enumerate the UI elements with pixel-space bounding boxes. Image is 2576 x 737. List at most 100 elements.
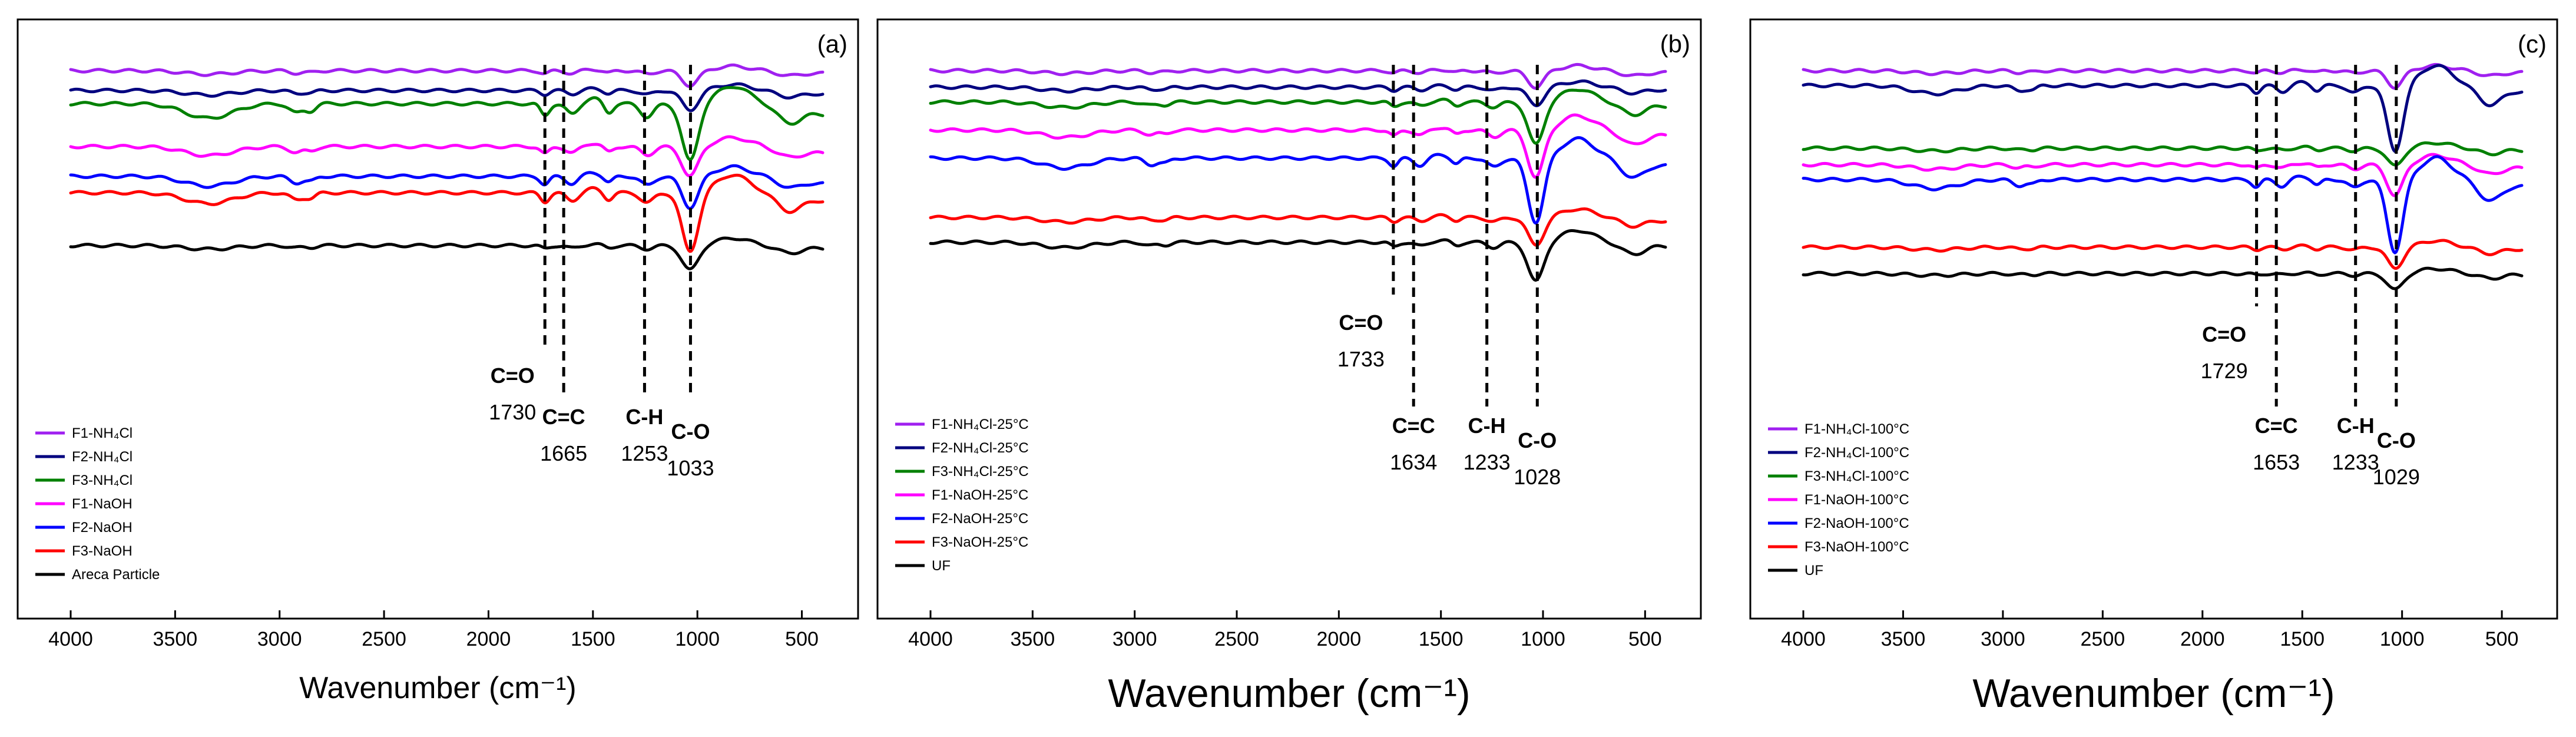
panel-c: 4000 3500 3000 2500 2000 1500 1000 500 Wavenumbe… [1749,18,2558,716]
series-line [1802,62,2524,90]
peak-value: 1233 [2332,450,2379,474]
legend-entry: F1-NH₄Cl-25°C [932,417,1029,432]
peak-label: C-H [2337,414,2375,438]
series-line [929,229,1667,282]
panel-label: (a) [817,30,847,58]
series-line [929,62,1667,90]
series-line [1802,153,2524,197]
plot-frame [876,18,1702,620]
x-tick-label: 2000 [2180,628,2225,650]
x-tick-label: 1000 [1521,628,1565,650]
legend-entry: F3-NH₄Cl [72,472,133,488]
x-tick-label: 1500 [571,628,615,650]
series-line [1802,64,2524,153]
legend-entry: F1-NaOH-25°C [932,487,1028,503]
x-tick-label: 3000 [257,628,302,650]
peak-label: C=O [491,363,535,388]
peak-value: 1028 [1514,465,1561,489]
peak-label: C-O [671,419,710,444]
legend-entry: F1-NH₄Cl-100°C [1804,421,1909,437]
x-tick-label: 3000 [1981,628,2025,650]
x-axis-title: Wavenumber (cm⁻¹) [299,671,576,705]
series-line [929,113,1667,179]
series-line [69,135,825,177]
x-tick-label: 1500 [2280,628,2325,650]
legend-entry: F1-NaOH [72,496,133,512]
peak-label: C=C [1392,414,1435,438]
x-tick-label: 2500 [2081,628,2125,650]
series-line [1802,266,2524,290]
peak-label: C=O [2202,322,2246,346]
series-line [69,173,825,253]
peak-label: C=C [2255,414,2298,438]
legend-entry: F1-NH₄Cl [72,425,133,441]
x-tick-label: 1000 [2380,628,2425,650]
x-tick-label: 4000 [1781,628,1826,650]
series-line [1802,141,2524,167]
legend-entry: F2-NH₄Cl-25°C [932,440,1029,456]
plot-frame [1749,18,2558,620]
series-line [69,164,825,210]
series-line [1802,155,2524,255]
legend-entry: F3-NaOH-100°C [1804,539,1909,555]
legend-entry: F2-NH₄Cl [72,449,133,465]
x-tick-label: 3500 [1011,628,1055,650]
x-tick-label: 500 [1628,628,1662,650]
panel-a: 4000 3500 3000 2500 2000 1500 1000 500 Wavenumbe… [16,18,859,705]
peak-value: 1233 [1464,450,1511,474]
peak-label: C-O [1518,428,1557,452]
panel-b: 4000 3500 3000 2500 2000 1500 1000 500 Wavenumbe… [876,18,1702,716]
series-line [929,88,1667,145]
peak-value: 1634 [1390,450,1437,474]
x-tick-label: 2000 [1317,628,1362,650]
peak-value: 1729 [2201,359,2248,383]
series-line [69,236,825,270]
series-line [929,207,1667,247]
plot-frame [16,18,859,620]
x-axis-title: Wavenumber (cm⁻¹) [1972,671,2335,716]
x-tick-label: 3000 [1112,628,1157,650]
legend-entry: F3-NaOH-25°C [932,534,1028,550]
legend-entry: F1-NaOH-100°C [1804,492,1909,508]
panel-label: (c) [2518,30,2547,58]
peak-value: 1253 [621,441,668,465]
peak-value: 1730 [489,400,536,424]
peak-value: 1665 [540,441,587,465]
legend-entry: F2-NH₄Cl-100°C [1804,445,1909,461]
x-axis-title: Wavenumber (cm⁻¹) [1108,671,1470,716]
legend-entry: F3-NH₄Cl-25°C [932,464,1029,480]
series-line [1802,239,2524,270]
legend-entry: F3-NH₄Cl-100°C [1804,468,1909,484]
x-tick-label: 3500 [153,628,198,650]
x-tick-label: 1000 [675,628,720,650]
x-tick-label: 3500 [1881,628,1926,650]
x-tick-label: 1500 [1419,628,1464,650]
peak-label: C-O [2377,428,2416,452]
legend-entry: F2-NaOH-100°C [1804,515,1909,531]
x-tick-label: 2000 [466,628,511,650]
series-line [69,63,825,88]
series-line [69,82,825,113]
x-tick-label: 2500 [362,628,406,650]
peak-value: 1029 [2373,465,2420,489]
x-tick-label: 4000 [908,628,953,650]
x-tick-label: 4000 [48,628,93,650]
legend-entry: UF [932,558,951,574]
x-tick-label: 500 [785,628,819,650]
peak-value: 1033 [667,456,714,480]
peak-label: C-H [625,405,663,429]
legend-entry: F3-NaOH [72,543,133,559]
legend-entry: Areca Particle [72,567,160,583]
peak-label: C-H [1468,414,1506,438]
x-tick-label: 2500 [1214,628,1259,650]
legend-entry: F2-NaOH-25°C [932,511,1028,527]
series-line [929,136,1667,225]
x-tick-label: 500 [2485,628,2519,650]
panel-label: (b) [1660,30,1690,58]
series-line [929,79,1667,107]
series-line [69,86,825,161]
peak-value: 1733 [1337,347,1385,371]
peak-label: C=C [542,405,585,429]
peak-label: C=O [1339,310,1383,335]
